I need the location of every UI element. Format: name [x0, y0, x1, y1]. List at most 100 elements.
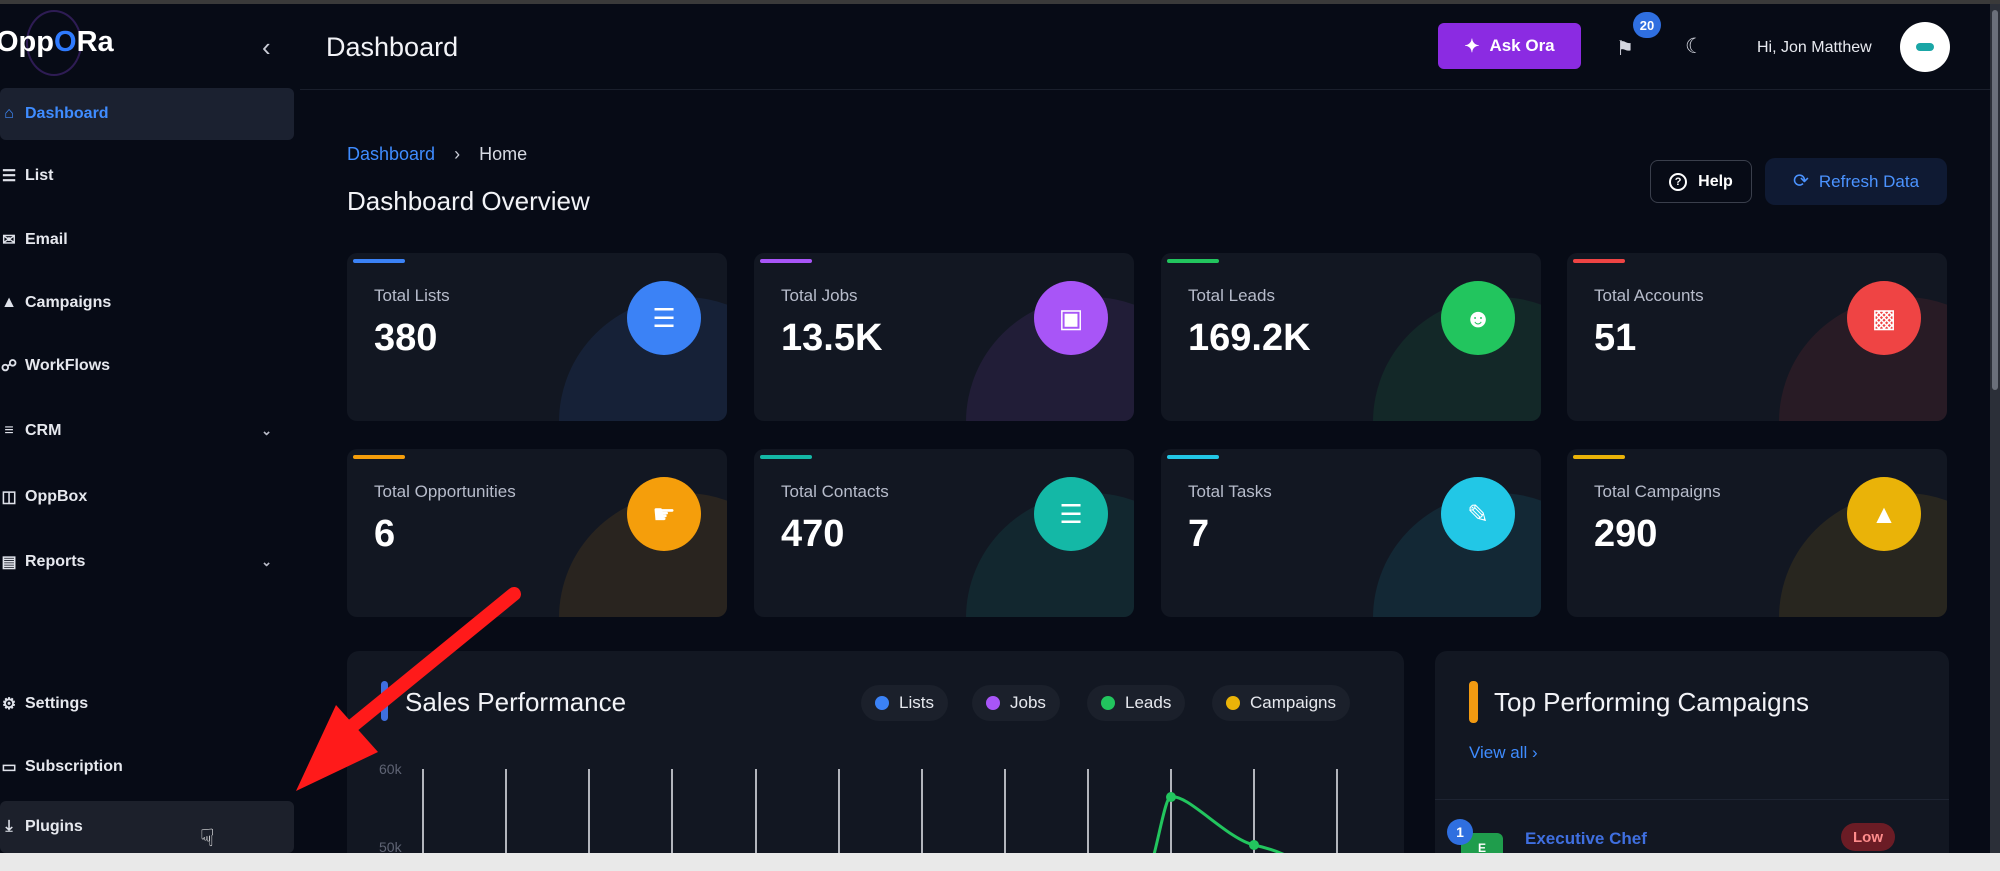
gear-icon: ⚙ — [1, 696, 17, 713]
overview-title: Dashboard Overview — [347, 186, 590, 216]
page-scrollbar[interactable] — [1990, 4, 2000, 853]
mail-icon: ✉ — [2, 232, 16, 249]
workflow-icon: ☍ — [0, 358, 18, 375]
card-value: 380 — [374, 317, 438, 359]
stat-card-total-contacts[interactable]: Total Contacts 470 ☰ — [754, 449, 1134, 617]
card-label: Total Contacts — [781, 482, 889, 501]
notification-bell-icon[interactable]: ⚑ — [1616, 38, 1634, 60]
sidebar-item-crm[interactable]: ≡ CRM ⌄ — [0, 405, 294, 457]
campaign-name-link[interactable]: Executive Chef — [1525, 829, 1647, 848]
legend-dot — [1101, 696, 1115, 710]
card-label: Total Accounts — [1594, 286, 1704, 305]
help-label: Help — [1698, 172, 1733, 190]
sidebar-item-reports[interactable]: ▤ Reports ⌄ — [0, 536, 294, 588]
user-greeting: Hi, Jon Matthew — [1757, 39, 1872, 56]
card-accent-bar — [353, 259, 405, 263]
sidebar-item-workflows[interactable]: ☍ WorkFlows — [0, 340, 294, 392]
card-label: Total Tasks — [1188, 482, 1272, 501]
divider — [1435, 799, 1949, 800]
sales-performance-panel: Sales Performance Lists Jobs Leads Campa… — [347, 651, 1404, 853]
logo-ring — [26, 10, 82, 76]
app-window: OppORa ‹ ⌂ Dashboard ☰ List ✉ Email ▲ Ca… — [0, 0, 2000, 853]
leads-series-line — [1152, 795, 1285, 853]
view-all-link[interactable]: View all › — [1469, 743, 1538, 763]
tent-icon: ▲ — [1, 294, 17, 311]
stat-card-total-leads[interactable]: Total Leads 169.2K ☻ — [1161, 253, 1541, 421]
top-campaigns-title: Top Performing Campaigns — [1494, 687, 1810, 717]
notification-count-badge: 20 — [1633, 12, 1661, 38]
sidebar-item-email[interactable]: ✉ Email — [0, 214, 294, 266]
menu-icon: ≡ — [4, 422, 14, 439]
sidebar-item-campaigns[interactable]: ▲ Campaigns — [0, 277, 294, 329]
stat-card-total-campaigns[interactable]: Total Campaigns 290 ▲ — [1567, 449, 1947, 617]
scrollbar-thumb[interactable] — [1992, 10, 1998, 390]
stat-card-total-tasks[interactable]: Total Tasks 7 ✎ — [1161, 449, 1541, 617]
contact-card-icon: ▩ — [1847, 281, 1921, 355]
card-accent-bar — [1167, 455, 1219, 459]
arrow-head — [296, 705, 378, 791]
legend-campaigns[interactable]: Campaigns — [1212, 685, 1350, 721]
refresh-data-button[interactable]: ⟳ Refresh Data — [1765, 158, 1947, 205]
arrow-shaft — [333, 587, 521, 743]
list-icon: ☰ — [1, 168, 17, 185]
sidebar-item-plugins[interactable]: ⤓ Plugins — [0, 801, 294, 853]
legend-leads[interactable]: Leads — [1087, 685, 1186, 721]
inbox-icon: ◫ — [1, 489, 17, 506]
view-all-label: View all — [1469, 743, 1528, 762]
help-button[interactable]: ? Help — [1650, 160, 1752, 203]
collapse-sidebar-icon[interactable]: ‹ — [262, 32, 271, 62]
sidebar-item-oppbox[interactable]: ◫ OppBox — [0, 471, 294, 523]
sidebar-item-label: WorkFlows — [25, 357, 111, 374]
leads-point — [1166, 792, 1176, 802]
ask-ora-button[interactable]: ✦ Ask Ora — [1438, 23, 1581, 69]
card-label: Total Leads — [1188, 286, 1275, 305]
chevron-right-icon: › — [1532, 743, 1538, 762]
sidebar: OppORa ‹ ⌂ Dashboard ☰ List ✉ Email ▲ Ca… — [0, 4, 300, 853]
breadcrumb-separator-icon: › — [454, 144, 461, 164]
logo-text-opp: Opp — [0, 26, 54, 58]
card-value: 290 — [1594, 513, 1658, 555]
app-logo[interactable]: OppORa — [0, 26, 114, 59]
card-accent-bar — [1167, 259, 1219, 263]
chevron-down-icon: ⌄ — [261, 423, 272, 438]
sidebar-item-label: Subscription — [25, 758, 123, 775]
sidebar-item-label: Plugins — [25, 818, 83, 835]
stat-card-total-jobs[interactable]: Total Jobs 13.5K ▣ — [754, 253, 1134, 421]
sidebar-item-settings[interactable]: ⚙ Settings — [0, 678, 294, 730]
sidebar-item-dashboard[interactable]: ⌂ Dashboard — [0, 88, 294, 140]
card-value: 13.5K — [781, 317, 883, 359]
stat-card-total-opportunities[interactable]: Total Opportunities 6 ☛ — [347, 449, 727, 617]
chart-icon: ▤ — [1, 554, 17, 571]
legend-dot — [986, 696, 1000, 710]
legend-label: Campaigns — [1250, 693, 1336, 712]
card-accent-bar — [353, 455, 405, 459]
download-icon: ⤓ — [5, 818, 13, 835]
sidebar-item-label: Campaigns — [25, 294, 112, 311]
users-icon: ☻ — [1441, 281, 1515, 355]
breadcrumb-dashboard-link[interactable]: Dashboard — [347, 144, 436, 164]
card-accent-bar — [760, 455, 812, 459]
user-avatar[interactable] — [1900, 22, 1950, 72]
card-label: Total Opportunities — [374, 482, 516, 501]
legend-lists[interactable]: Lists — [861, 685, 948, 721]
chevron-down-icon: ⌄ — [261, 554, 272, 569]
avatar-mark — [1916, 43, 1934, 51]
dark-mode-moon-icon[interactable]: ☾ — [1685, 35, 1704, 58]
handshake-icon: ☛ — [627, 477, 701, 551]
stat-card-total-lists[interactable]: Total Lists 380 ☰ — [347, 253, 727, 421]
card-icon: ▭ — [1, 759, 17, 776]
sidebar-item-label: Dashboard — [25, 105, 109, 122]
sidebar-item-subscription[interactable]: ▭ Subscription — [0, 741, 294, 793]
legend-jobs[interactable]: Jobs — [972, 685, 1060, 721]
sidebar-item-list[interactable]: ☰ List — [0, 150, 294, 202]
y-tick-60k: 60k — [379, 761, 402, 777]
card-value: 470 — [781, 513, 845, 555]
card-label: Total Lists — [374, 286, 450, 305]
help-icon: ? — [1669, 172, 1688, 191]
breadcrumb-current: Home — [479, 144, 528, 164]
stat-card-total-accounts[interactable]: Total Accounts 51 ▩ — [1567, 253, 1947, 421]
logo-text-ra: Ra — [76, 26, 114, 58]
refresh-icon: ⟳ — [1792, 171, 1809, 192]
sales-chart-plot — [422, 769, 1338, 853]
